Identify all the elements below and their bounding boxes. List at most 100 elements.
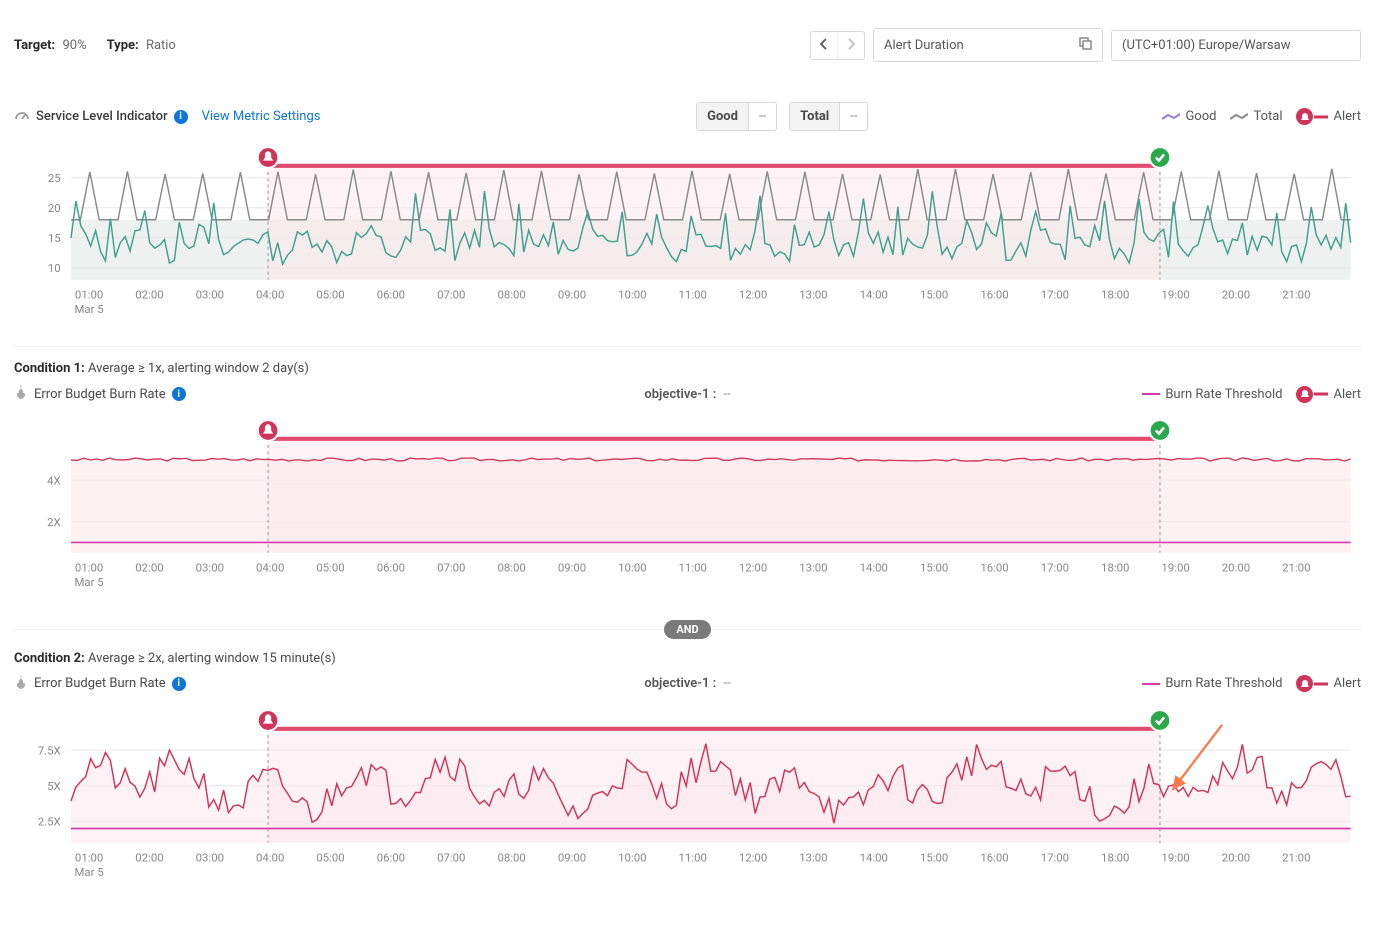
legend-alert-label: Alert bbox=[1333, 676, 1361, 691]
svg-text:17:00: 17:00 bbox=[1041, 561, 1069, 575]
view-metric-settings-link[interactable]: View Metric Settings bbox=[202, 109, 321, 124]
info-icon[interactable]: i bbox=[172, 677, 186, 691]
svg-text:02:00: 02:00 bbox=[135, 561, 163, 575]
time-nav bbox=[810, 31, 865, 60]
type-value: Ratio bbox=[146, 38, 176, 53]
alert-duration-select[interactable]: Alert Duration bbox=[873, 28, 1103, 62]
svg-text:03:00: 03:00 bbox=[196, 561, 224, 575]
svg-text:Mar 5: Mar 5 bbox=[75, 302, 104, 316]
legend-total-label: Total bbox=[1253, 109, 1282, 124]
chevron-right-icon bbox=[846, 38, 856, 50]
svg-text:01:00: 01:00 bbox=[75, 850, 103, 864]
legend-threshold-label: Burn Rate Threshold bbox=[1165, 676, 1282, 691]
svg-text:12:00: 12:00 bbox=[739, 287, 767, 301]
svg-text:2.5X: 2.5X bbox=[38, 814, 61, 828]
sli-title: Service Level Indicator bbox=[36, 109, 168, 124]
svg-text:Mar 5: Mar 5 bbox=[75, 575, 104, 589]
legend-total: Total bbox=[1230, 109, 1282, 124]
svg-text:11:00: 11:00 bbox=[679, 287, 707, 301]
cond1-objective-val: -- bbox=[723, 387, 730, 402]
time-next-button[interactable] bbox=[837, 32, 864, 59]
svg-text:19:00: 19:00 bbox=[1161, 287, 1189, 301]
svg-text:07:00: 07:00 bbox=[437, 850, 465, 864]
chevron-left-icon bbox=[819, 38, 829, 50]
svg-text:01:00: 01:00 bbox=[75, 561, 103, 575]
svg-text:15: 15 bbox=[48, 231, 61, 245]
and-pill: AND bbox=[664, 620, 710, 639]
legend-good-label: Good bbox=[1185, 109, 1216, 124]
svg-text:06:00: 06:00 bbox=[377, 561, 405, 575]
legend-alert-label: Alert bbox=[1333, 109, 1361, 124]
alert-badge-icon bbox=[1296, 386, 1313, 403]
svg-text:Mar 5: Mar 5 bbox=[75, 865, 104, 879]
cond1-desc: Average ≥ 1x, alerting window 2 day(s) bbox=[88, 361, 309, 376]
alert-badge-icon bbox=[1296, 108, 1313, 125]
svg-text:04:00: 04:00 bbox=[256, 850, 284, 864]
target-group: Target: 90% bbox=[14, 38, 87, 53]
flame-icon bbox=[14, 674, 28, 694]
svg-text:17:00: 17:00 bbox=[1041, 287, 1069, 301]
copy-icon bbox=[1078, 36, 1092, 54]
timezone-select[interactable]: (UTC+01:00) Europe/Warsaw bbox=[1111, 30, 1361, 61]
svg-text:10:00: 10:00 bbox=[618, 850, 646, 864]
svg-text:16:00: 16:00 bbox=[980, 561, 1008, 575]
svg-text:25: 25 bbox=[48, 171, 61, 185]
top-bar: Target: 90% Type: Ratio Alert Duration (… bbox=[14, 28, 1361, 62]
svg-text:13:00: 13:00 bbox=[799, 561, 827, 575]
svg-text:03:00: 03:00 bbox=[196, 850, 224, 864]
svg-text:20:00: 20:00 bbox=[1222, 287, 1250, 301]
svg-text:14:00: 14:00 bbox=[860, 287, 888, 301]
cond2-subhead: Error Budget Burn Rate i objective-1 : -… bbox=[14, 674, 1361, 694]
svg-text:10: 10 bbox=[48, 261, 61, 275]
cond2-legend: Burn Rate Threshold Alert bbox=[1142, 675, 1361, 692]
svg-text:08:00: 08:00 bbox=[497, 850, 525, 864]
cond1-title-row: Condition 1: Average ≥ 1x, alerting wind… bbox=[14, 361, 1361, 376]
svg-text:21:00: 21:00 bbox=[1282, 287, 1310, 301]
good-line-icon bbox=[1162, 112, 1180, 122]
svg-text:19:00: 19:00 bbox=[1161, 850, 1189, 864]
cond2-objective: objective-1 : bbox=[644, 676, 716, 691]
sli-chart[interactable]: 1015202501:0002:0003:0004:0005:0006:0007… bbox=[14, 143, 1361, 324]
svg-text:05:00: 05:00 bbox=[316, 561, 344, 575]
legend-threshold: Burn Rate Threshold bbox=[1142, 676, 1282, 691]
svg-text:19:00: 19:00 bbox=[1161, 561, 1189, 575]
good-label: Good bbox=[697, 103, 749, 130]
svg-text:7.5X: 7.5X bbox=[38, 743, 61, 757]
svg-text:06:00: 06:00 bbox=[377, 850, 405, 864]
svg-text:05:00: 05:00 bbox=[316, 287, 344, 301]
svg-text:20:00: 20:00 bbox=[1222, 561, 1250, 575]
svg-text:10:00: 10:00 bbox=[618, 561, 646, 575]
target-value: 90% bbox=[62, 38, 86, 53]
svg-text:15:00: 15:00 bbox=[920, 287, 948, 301]
svg-text:13:00: 13:00 bbox=[799, 287, 827, 301]
info-icon[interactable]: i bbox=[172, 387, 186, 401]
svg-text:4X: 4X bbox=[47, 474, 61, 488]
svg-text:12:00: 12:00 bbox=[739, 850, 767, 864]
svg-text:16:00: 16:00 bbox=[980, 287, 1008, 301]
cond2-metric-title: Error Budget Burn Rate bbox=[34, 676, 166, 691]
svg-text:03:00: 03:00 bbox=[196, 287, 224, 301]
cond1-objective: objective-1 : bbox=[644, 387, 716, 402]
svg-text:21:00: 21:00 bbox=[1282, 850, 1310, 864]
svg-text:11:00: 11:00 bbox=[679, 850, 707, 864]
svg-text:5X: 5X bbox=[47, 779, 61, 793]
svg-text:12:00: 12:00 bbox=[739, 561, 767, 575]
svg-text:01:00: 01:00 bbox=[75, 287, 103, 301]
svg-text:08:00: 08:00 bbox=[497, 287, 525, 301]
gauge-icon bbox=[14, 107, 30, 127]
target-label: Target: bbox=[14, 38, 55, 53]
info-icon[interactable]: i bbox=[174, 110, 188, 124]
time-prev-button[interactable] bbox=[811, 32, 837, 59]
alert-duration-placeholder: Alert Duration bbox=[884, 38, 964, 53]
total-stat: Total -- bbox=[789, 102, 868, 131]
cond1-title: Condition 1: bbox=[14, 361, 85, 376]
cond1-subhead: Error Budget Burn Rate i objective-1 : -… bbox=[14, 384, 1361, 404]
svg-text:07:00: 07:00 bbox=[437, 561, 465, 575]
cond2-chart[interactable]: 2.5X5X7.5X01:0002:0003:0004:0005:0006:00… bbox=[14, 706, 1361, 887]
total-value: -- bbox=[840, 103, 867, 130]
flame-icon bbox=[14, 384, 28, 404]
cond1-chart[interactable]: 2X4X01:0002:0003:0004:0005:0006:0007:000… bbox=[14, 416, 1361, 597]
legend-threshold: Burn Rate Threshold bbox=[1142, 387, 1282, 402]
alert-badge-icon bbox=[1296, 675, 1313, 692]
cond2-title-row: Condition 2: Average ≥ 2x, alerting wind… bbox=[14, 651, 1361, 666]
